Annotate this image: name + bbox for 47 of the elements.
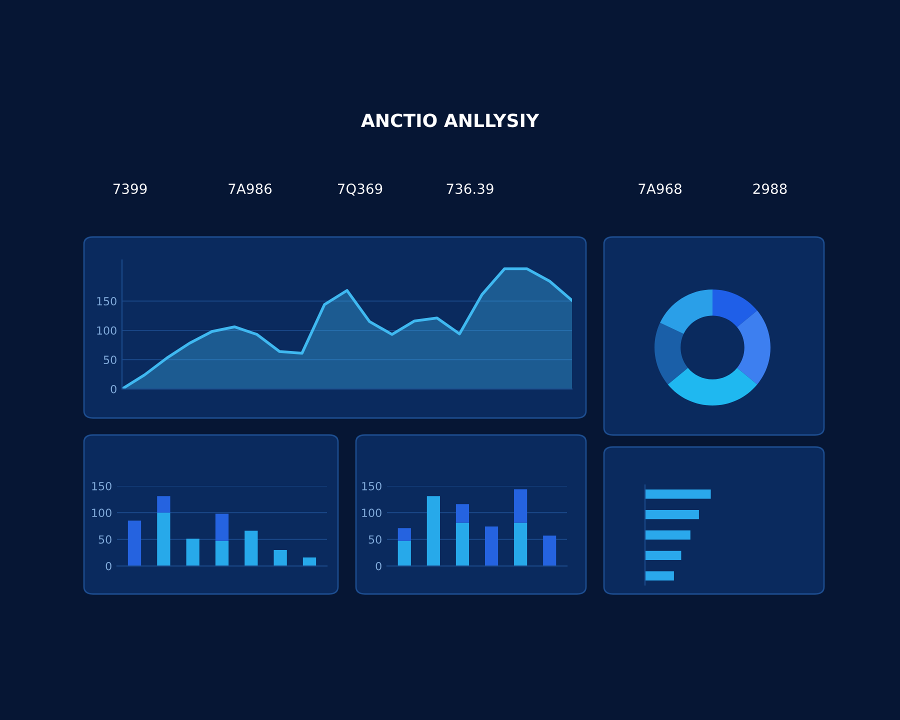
bar <box>398 540 411 566</box>
y-tick-label: 0 <box>110 384 116 394</box>
donut-slice <box>668 368 758 406</box>
bar <box>215 540 229 566</box>
bar <box>484 526 498 566</box>
text: 7399 <box>113 184 147 194</box>
bar <box>215 514 229 541</box>
bar <box>514 522 528 566</box>
bar <box>398 528 411 541</box>
bar <box>274 550 287 566</box>
y-tick-label: 0 <box>106 562 112 570</box>
bar <box>645 550 682 560</box>
y-tick-label: 150 <box>97 297 116 306</box>
bar <box>456 522 470 566</box>
donut-slice <box>654 322 688 384</box>
text: 2988 <box>753 184 787 194</box>
bar <box>514 489 528 523</box>
y-tick-label: 0 <box>376 562 382 570</box>
text: 7A968 <box>638 184 682 194</box>
bar <box>456 504 470 523</box>
bar <box>543 536 556 566</box>
text: 7A986 <box>228 184 272 194</box>
y-tick-label: 100 <box>92 508 112 518</box>
y-tick-label: 50 <box>104 356 116 364</box>
bar <box>186 538 200 566</box>
bar <box>426 496 440 566</box>
text: 736.39 <box>446 184 494 194</box>
bar <box>645 490 711 499</box>
donut-slice <box>660 290 712 334</box>
bar <box>157 496 170 513</box>
bar <box>128 520 142 566</box>
y-tick-label: 100 <box>362 508 382 518</box>
text: 7Q369 <box>338 184 382 196</box>
bar <box>244 530 258 566</box>
donut-slice <box>737 310 770 384</box>
y-tick-label: 50 <box>368 535 382 544</box>
bar <box>157 512 170 566</box>
text: ANCTIO ANLLYSIY <box>361 114 540 128</box>
y-tick-label: 50 <box>98 535 112 544</box>
y-tick-label: 100 <box>97 326 116 335</box>
bar <box>645 530 690 540</box>
bar <box>645 571 674 580</box>
y-tick-label: 150 <box>92 482 112 490</box>
y-tick-label: 150 <box>362 482 382 490</box>
bar <box>645 510 699 520</box>
bar <box>302 557 316 566</box>
donut-slice <box>712 290 758 328</box>
